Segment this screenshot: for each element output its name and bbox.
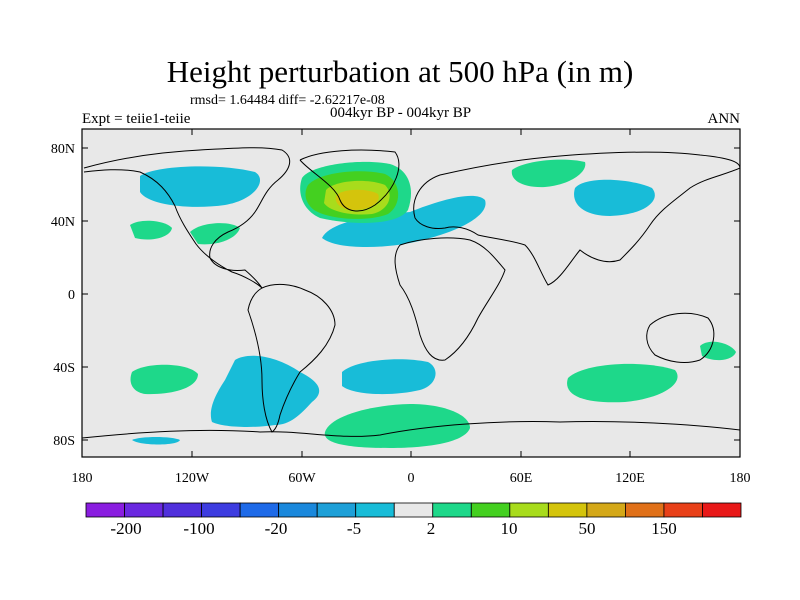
colorbar-box: [201, 502, 241, 518]
coast-south-america: [247, 283, 336, 433]
lon-tick-label: 180: [730, 471, 751, 486]
experiment-label: Expt = teiie1-teiie: [82, 111, 191, 127]
colorbar-box: [432, 502, 472, 518]
coast-eurasia: [413, 151, 740, 286]
colorbar-box: [702, 502, 742, 518]
colorbar-box: [239, 502, 280, 518]
anomaly-south-indian: [567, 363, 678, 403]
map-title: Height perturbation at 500 hPa (in m): [166, 54, 634, 89]
anomaly-southeast-pacific: [210, 355, 320, 427]
lon-tick-label: 0: [408, 471, 415, 486]
coastlines: [82, 147, 740, 439]
anomaly-south-atlantic: [342, 359, 436, 395]
colorbar-labels: -200 -100 -20 -5 2 10 50 150: [110, 519, 676, 538]
colorbar-label: -100: [183, 519, 214, 538]
colorbar-label: -5: [347, 519, 361, 538]
colorbar-label: 150: [651, 519, 677, 538]
lon-tick-label: 180: [72, 471, 93, 486]
stats-line: rmsd= 1.64484 diff= -2.62217e-08: [190, 93, 385, 108]
anomaly-southern-ocean: [324, 404, 470, 448]
coast-greenland: [299, 149, 400, 212]
colorbar-box: [278, 502, 318, 518]
anomaly-arctic-asia: [511, 159, 586, 188]
season-label: ANN: [707, 111, 741, 127]
colorbar-box: [470, 502, 511, 518]
lon-tick-label: 60E: [510, 471, 533, 486]
colorbar-label: -200: [110, 519, 141, 538]
colorbar: [85, 502, 742, 518]
lon-tick-label: 120E: [615, 471, 645, 486]
colorbar-label: -20: [265, 519, 288, 538]
anomaly-greenland-50: [335, 189, 379, 210]
colorbar-box: [393, 502, 434, 518]
colorbar-box: [586, 502, 626, 518]
colorbar-box: [663, 502, 703, 518]
colorbar-label: 10: [501, 519, 518, 538]
lat-tick-label: 80N: [51, 142, 75, 157]
map-ticks: [82, 129, 740, 457]
lat-tick-label: 40S: [53, 361, 75, 376]
lon-tick-label: 60W: [288, 471, 316, 486]
anomaly-north-america: [190, 223, 240, 245]
colorbar-box: [162, 502, 202, 518]
lon-tick-labels: 180 120W 60W 0 60E 120E 180: [72, 471, 751, 486]
colorbar-box: [124, 502, 164, 518]
period-label: 004kyr BP - 004kyr BP: [330, 105, 472, 121]
lat-tick-label: 0: [68, 288, 75, 303]
coast-australia: [646, 312, 715, 363]
lat-tick-label: 80S: [53, 434, 75, 449]
anomaly-north-atlantic: [322, 195, 486, 248]
colorbar-box: [547, 502, 588, 518]
colorbar-box: [509, 502, 549, 518]
coast-north-america: [83, 147, 291, 289]
lon-tick-label: 120W: [175, 471, 210, 486]
anomaly-field: [82, 147, 740, 448]
colorbar-box: [625, 502, 665, 518]
colorbar-label: 2: [427, 519, 436, 538]
anomaly-siberia: [574, 179, 655, 216]
anomaly-east-pacific: [130, 220, 172, 240]
anomaly-antarctic-small: [132, 437, 180, 445]
anomaly-south-pacific: [130, 364, 198, 395]
lat-tick-label: 40N: [51, 215, 75, 230]
colorbar-box: [316, 502, 357, 518]
colorbar-box: [355, 502, 395, 518]
lat-tick-labels: 80N 40N 0 40S 80S: [51, 142, 75, 449]
coast-antarctica: [82, 420, 740, 439]
anomaly-new-zealand: [700, 341, 736, 361]
coast-africa: [394, 237, 506, 361]
colorbar-label: 50: [579, 519, 596, 538]
colorbar-box: [85, 502, 125, 518]
